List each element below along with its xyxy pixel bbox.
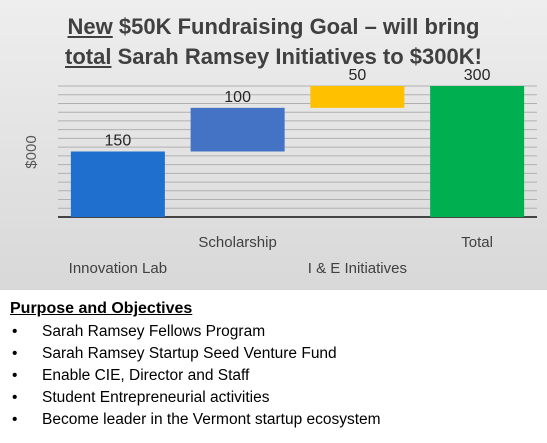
objectives-list: • Sarah Ramsey Fellows Program • Sarah Rams… <box>10 321 540 431</box>
waterfall-chart: $000 150 Innovation Lab 100 Scholarship 50 I &… <box>23 67 537 277</box>
bar-1 <box>70 151 165 217</box>
objectives-section: Purpose and Objectives • Sarah Ramsey Fel… <box>10 300 540 431</box>
bullet-icon: • <box>12 389 18 406</box>
bar-2 <box>190 107 285 152</box>
data-label: 50 <box>348 67 366 84</box>
objectives-title: Purpose and Objectives <box>10 300 193 317</box>
chart-panel: New $50K Fundraising Goal – will bring t… <box>0 0 547 290</box>
objective-text: Sarah Ramsey Fellows Program <box>42 323 266 340</box>
bullet-icon: • <box>12 411 18 428</box>
objective-item: • Student Entrepreneurial activities <box>10 387 540 409</box>
objective-item: • Sarah Ramsey Startup Seed Venture Fund <box>10 343 540 365</box>
bar-3 <box>310 86 405 108</box>
title-line-1-text: $50K Fundraising Goal – will bring <box>112 14 480 39</box>
objective-item: • Sarah Ramsey Fellows Program <box>10 321 540 343</box>
title-underlined-total: total <box>65 44 112 69</box>
category-label: Total <box>461 234 493 251</box>
bullet-icon: • <box>12 323 18 340</box>
data-label: 150 <box>105 133 132 150</box>
objective-item: • Enable CIE, Director and Staff <box>10 365 540 387</box>
data-label: 300 <box>464 67 491 84</box>
title-underlined-new: New <box>67 14 113 39</box>
objective-text: Enable CIE, Director and Staff <box>42 367 250 384</box>
category-label: Scholarship <box>198 234 276 251</box>
objective-item: • Become leader in the Vermont startup ec… <box>10 409 540 431</box>
objective-text: Become leader in the Vermont startup eco… <box>42 411 381 428</box>
bar-4 <box>430 86 525 217</box>
bullet-icon: • <box>12 367 18 384</box>
title-line-1: New $50K Fundraising Goal – will bring <box>0 12 547 42</box>
category-label: I & E Initiatives <box>308 260 407 277</box>
title-line-2: total Sarah Ramsey Initiatives to $300K! <box>0 42 547 72</box>
objective-text: Sarah Ramsey Startup Seed Venture Fund <box>42 345 337 362</box>
data-label: 100 <box>224 89 251 106</box>
objective-text: Student Entrepreneurial activities <box>42 389 270 406</box>
bullet-icon: • <box>12 345 18 362</box>
title-line-2-text: Sarah Ramsey Initiatives to $300K! <box>111 44 482 69</box>
category-label: Innovation Lab <box>69 260 167 277</box>
chart-title: New $50K Fundraising Goal – will bring t… <box>0 12 547 72</box>
y-axis-label: $000 <box>23 135 40 168</box>
